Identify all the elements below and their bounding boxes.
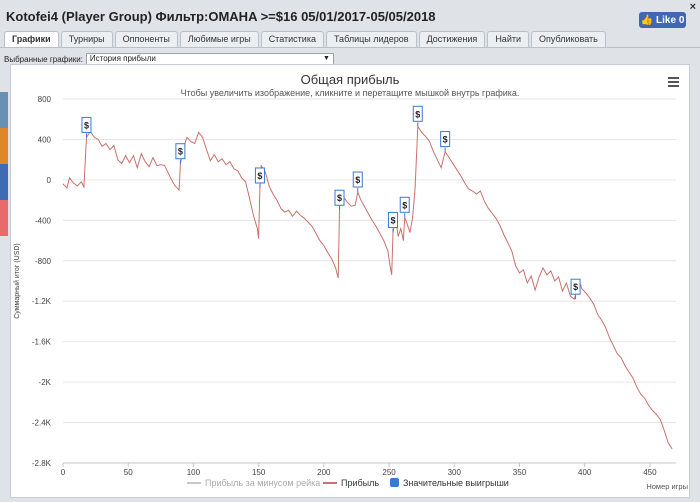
x-axis-label: Номер игры: [646, 482, 688, 491]
tab-1[interactable]: Турниры: [60, 31, 113, 47]
title-bar: Kotofei4 (Player Group) Фильтр:OMAHA >=$…: [0, 0, 700, 30]
x-tick-label: 400: [578, 468, 592, 477]
big-win-marker: $: [412, 105, 423, 127]
y-tick-label: -1.2K: [32, 297, 52, 306]
legend-item[interactable]: Значительные выигрыши: [390, 478, 509, 488]
tab-8[interactable]: Опубликовать: [531, 31, 606, 47]
x-tick-label: 100: [187, 468, 201, 477]
close-icon[interactable]: ×: [689, 1, 696, 13]
chart-subtitle: Чтобы увеличить изображение, кликните и …: [181, 88, 520, 98]
color-strip-segment: [0, 128, 8, 164]
legend-label: Прибыль: [341, 478, 379, 488]
tab-5[interactable]: Таблицы лидеров: [325, 31, 417, 47]
legend-label: Прибыль за минусом рейка: [205, 478, 320, 488]
x-tick-label: 350: [513, 468, 527, 477]
chart-selector-value: История прибыли: [89, 54, 156, 63]
big-win-marker: $: [387, 211, 398, 233]
color-strip-segment: [0, 92, 8, 128]
x-tick-label: 150: [252, 468, 266, 477]
big-win-flag: [334, 189, 345, 206]
like-label: Like 0: [656, 14, 685, 26]
big-win-dollar: $: [573, 282, 578, 292]
tab-3[interactable]: Любимые игры: [179, 31, 259, 47]
big-win-flag: [387, 211, 398, 228]
big-win-flag: [254, 167, 265, 184]
big-win-dollar: $: [390, 215, 395, 225]
color-strip-segment: [0, 164, 8, 200]
y-tick-label: -400: [35, 216, 52, 225]
y-tick-label: -2K: [39, 378, 52, 387]
big-win-marker: $: [440, 131, 451, 152]
thumbs-up-icon: 👍: [640, 14, 654, 26]
y-tick-label: -800: [35, 257, 52, 266]
color-strip-segment: [0, 200, 8, 236]
big-win-marker: $: [352, 171, 363, 193]
tab-0[interactable]: Графики: [4, 31, 59, 48]
dropdown-arrow-icon: ▼: [322, 55, 330, 62]
big-win-flag: [352, 171, 363, 188]
x-tick-label: 50: [124, 468, 133, 477]
y-axis-label: Суммарный итог (USD): [13, 243, 21, 319]
x-tick-label: 450: [643, 468, 657, 477]
y-tick-label: -2.4K: [32, 419, 52, 428]
chart-title: Общая прибыль: [301, 72, 400, 87]
tab-4[interactable]: Статистика: [260, 31, 324, 47]
window-title: Kotofei4 (Player Group) Фильтр:OMAHA >=$…: [6, 9, 436, 24]
big-win-flag: [412, 105, 423, 122]
facebook-like-button[interactable]: 👍 Like 0: [639, 12, 686, 28]
x-tick-label: 0: [61, 468, 66, 477]
big-win-dollar: $: [178, 147, 183, 157]
y-tick-label: 800: [38, 95, 52, 104]
chart-panel: Общая прибыль Чтобы увеличить изображени…: [10, 64, 690, 498]
big-win-flag: [440, 131, 451, 148]
big-win-dollar: $: [443, 135, 448, 145]
chart-selector-label: Выбранные графики:: [4, 54, 83, 64]
hamburger-menu-icon[interactable]: [668, 77, 679, 87]
legend-item[interactable]: Прибыль за минусом рейка: [187, 478, 320, 488]
profit-series-line: [62, 124, 673, 450]
y-tick-label: -2.8K: [32, 459, 52, 468]
big-win-dollar: $: [257, 171, 262, 181]
big-win-marker: $: [175, 143, 186, 164]
x-tick-label: 250: [382, 468, 396, 477]
legend-box-swatch: [390, 478, 399, 487]
legend-item[interactable]: Прибыль: [323, 478, 379, 488]
big-win-marker: $: [399, 196, 410, 218]
big-win-dollar: $: [355, 175, 360, 185]
big-win-marker: $: [570, 278, 581, 300]
x-tick-label: 200: [317, 468, 331, 477]
big-win-flag: [175, 143, 186, 160]
tab-7[interactable]: Найти: [487, 31, 529, 47]
profit-chart[interactable]: Общая прибыль Чтобы увеличить изображени…: [11, 65, 689, 497]
tab-6[interactable]: Достижения: [418, 31, 486, 47]
y-tick-label: -1.6K: [32, 338, 52, 347]
big-win-dollar: $: [84, 120, 89, 130]
y-tick-label: 400: [38, 135, 52, 144]
big-win-flag: [399, 196, 410, 213]
legend-label: Значительные выигрыши: [403, 478, 509, 488]
big-win-dollar: $: [337, 193, 342, 203]
big-win-flag: [570, 278, 581, 295]
y-tick-label: 0: [47, 176, 52, 185]
tab-bar: Графики Турниры Оппоненты Любимые игры Стати…: [4, 31, 606, 48]
big-win-dollar: $: [415, 109, 420, 119]
tab-divider: [0, 47, 700, 48]
big-win-marker: $: [254, 167, 265, 188]
tab-2[interactable]: Оппоненты: [114, 31, 178, 47]
big-win-marker: $: [334, 189, 345, 211]
x-tick-label: 300: [448, 468, 462, 477]
big-win-dollar: $: [402, 200, 407, 210]
big-win-flag: [81, 116, 92, 133]
big-win-marker: $: [81, 116, 92, 138]
